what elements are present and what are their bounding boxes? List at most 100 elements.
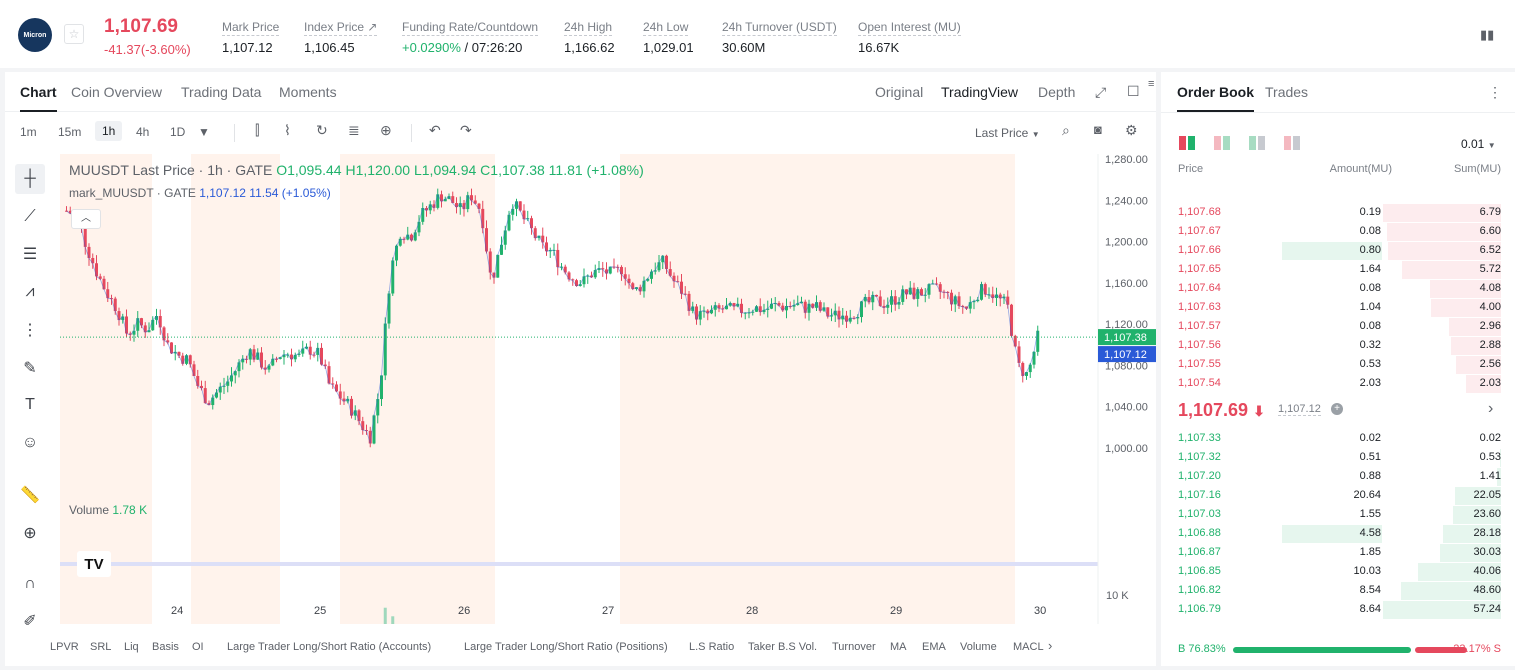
templates-icon[interactable]: ≣ [348,122,360,138]
tab-chart[interactable]: Chart [20,84,57,112]
trend-line-icon[interactable]: ⟋ [24,208,36,225]
bid-row[interactable]: 1,107.33 0.02 0.02 [1161,429,1515,448]
chevron-down-icon[interactable]: ▼ [198,125,210,139]
candle-body [571,279,575,281]
ask-row[interactable]: 1,107.56 0.32 2.88 [1161,336,1515,355]
indicator-item[interactable]: OI [192,641,204,653]
ask-row[interactable]: 1,107.64 0.08 4.08 [1161,279,1515,298]
chevron-right-icon[interactable]: › [1048,638,1053,653]
add-icon[interactable]: + [1331,403,1343,415]
indicator-item[interactable]: L.S Ratio [689,641,735,653]
more-icon[interactable]: ⋮ [1488,84,1502,100]
tab-trading-data[interactable]: Trading Data [181,84,262,100]
indicator-item[interactable]: Basis [152,641,179,653]
candle-type-icon[interactable]: ⫿ [255,122,260,138]
indicator-item[interactable]: SRL [90,641,112,653]
tradingview-logo-icon[interactable]: TV [77,551,111,577]
tab-order-book[interactable]: Order Book [1177,84,1255,112]
tab-coin-overview[interactable]: Coin Overview [71,84,163,100]
price-chart[interactable]: 1,280.00 1,240.00 1,200.00 1,160.00 1,120.00… [60,154,1156,624]
stat-mark-price[interactable]: Mark Price 1,107.12 [222,18,280,55]
chevron-right-icon[interactable]: › [1488,400,1494,417]
zoom-in-icon[interactable]: ⊕ [23,525,37,542]
ask-row[interactable]: 1,107.57 0.08 2.96 [1161,317,1515,336]
horizontal-lines-icon[interactable]: ☰ [22,246,38,263]
view-both-icon[interactable] [1179,136,1195,150]
pattern-icon[interactable]: ⩘ [25,283,35,300]
ask-row[interactable]: 1,107.66 0.80 6.52 [1161,241,1515,260]
indicator-item[interactable]: Taker B.S Vol. [748,641,818,653]
candle-body [822,307,826,311]
indicator-item[interactable]: Liq [124,641,139,653]
magnet-icon[interactable]: ∩ [24,575,36,592]
emoji-icon[interactable]: ☺ [21,434,39,451]
undo-icon[interactable]: ↶ [429,122,441,138]
timeframe-15m[interactable]: 15m [58,125,82,139]
view-tradingview[interactable]: TradingView [941,84,1019,100]
camera-icon[interactable]: ◙ [1094,122,1102,137]
eraser-icon[interactable]: ✐ [23,613,37,630]
bid-row[interactable]: 1,107.20 0.88 1.41 [1161,467,1515,486]
fib-icon[interactable]: ⋮ [22,322,38,339]
indicator-item[interactable]: MACL [1013,641,1044,653]
indicator-item[interactable]: EMA [922,641,946,653]
bid-row[interactable]: 1,106.79 8.64 57.24 [1161,600,1515,619]
bid-row[interactable]: 1,106.82 8.54 48.60 [1161,581,1515,600]
view-asks-icon[interactable] [1249,136,1265,150]
view-compact-icon[interactable] [1284,136,1300,150]
indicator-item[interactable]: MA [890,641,907,653]
bid-row[interactable]: 1,106.85 10.03 40.06 [1161,562,1515,581]
precision-select[interactable]: 0.01 ▼ [1461,137,1496,151]
candle-body [507,214,511,231]
tab-moments[interactable]: Moments [279,84,337,100]
ask-amount: 0.32 [1359,339,1381,351]
tab-trades[interactable]: Trades [1265,84,1309,100]
indicators-icon[interactable]: ⌇ [284,122,291,138]
gear-icon[interactable]: ⚙ [1125,122,1138,138]
text-tool-icon[interactable]: T [25,396,35,413]
chevron-up-icon[interactable]: ︿ [71,209,101,229]
timeframe-1d[interactable]: 1D [170,125,186,139]
timeframe-1m[interactable]: 1m [20,125,37,139]
indicator-item[interactable]: LPVR [50,641,79,653]
view-original[interactable]: Original [875,84,924,100]
candle-body [601,268,605,270]
ask-row[interactable]: 1,107.67 0.08 6.60 [1161,222,1515,241]
bid-row[interactable]: 1,107.16 20.64 22.05 [1161,486,1515,505]
add-alert-icon[interactable]: ⊕ [380,122,392,138]
ask-row[interactable]: 1,107.68 0.19 6.79 [1161,203,1515,222]
replay-icon[interactable]: ↻ [316,122,328,138]
indicator-item[interactable]: Large Trader Long/Short Ratio (Positions… [464,641,668,653]
ask-row[interactable]: 1,107.63 1.04 4.00 [1161,298,1515,317]
ask-row[interactable]: 1,107.54 2.03 2.03 [1161,374,1515,393]
bid-row[interactable]: 1,106.88 4.58 28.18 [1161,524,1515,543]
indicator-item[interactable]: Volume [960,641,997,653]
candle-body [263,367,267,370]
crosshair-icon[interactable]: ┼ [15,164,45,194]
expand-icon[interactable]: ⤢ [1095,84,1107,100]
drag-handle-icon[interactable]: ≡ [1148,78,1155,90]
bid-row[interactable]: 1,107.32 0.51 0.53 [1161,448,1515,467]
bid-row[interactable]: 1,107.03 1.55 23.60 [1161,505,1515,524]
book-icon[interactable]: ▮▮ [1480,27,1495,42]
view-bids-icon[interactable] [1214,136,1230,150]
stat-funding-rate[interactable]: Funding Rate/Countdown +0.0290% / 07:26:… [402,18,539,55]
bid-row[interactable]: 1,106.87 1.85 30.03 [1161,543,1515,562]
timeframe-4h[interactable]: 4h [136,125,150,139]
ask-row[interactable]: 1,107.65 1.64 5.72 [1161,260,1515,279]
candle-body [691,306,695,311]
stat-index-price[interactable]: Index Price ↗ 1,106.45 [304,18,378,55]
view-depth[interactable]: Depth [1038,84,1076,100]
ruler-icon[interactable]: 📏 [20,487,40,504]
window-icon[interactable]: ☐ [1127,83,1140,99]
indicator-item[interactable]: Large Trader Long/Short Ratio (Accounts) [227,641,432,653]
brush-icon[interactable]: ✎ [23,360,37,377]
favorite-star-icon[interactable]: ☆ [64,24,84,44]
candle-body [106,289,110,299]
price-type-select[interactable]: Last Price ▼ [975,126,1040,140]
search-icon[interactable]: ⌕ [1062,122,1070,138]
timeframe-1h[interactable]: 1h [95,121,123,141]
indicator-item[interactable]: Turnover [832,641,876,653]
redo-icon[interactable]: ↷ [460,122,472,138]
ask-row[interactable]: 1,107.55 0.53 2.56 [1161,355,1515,374]
